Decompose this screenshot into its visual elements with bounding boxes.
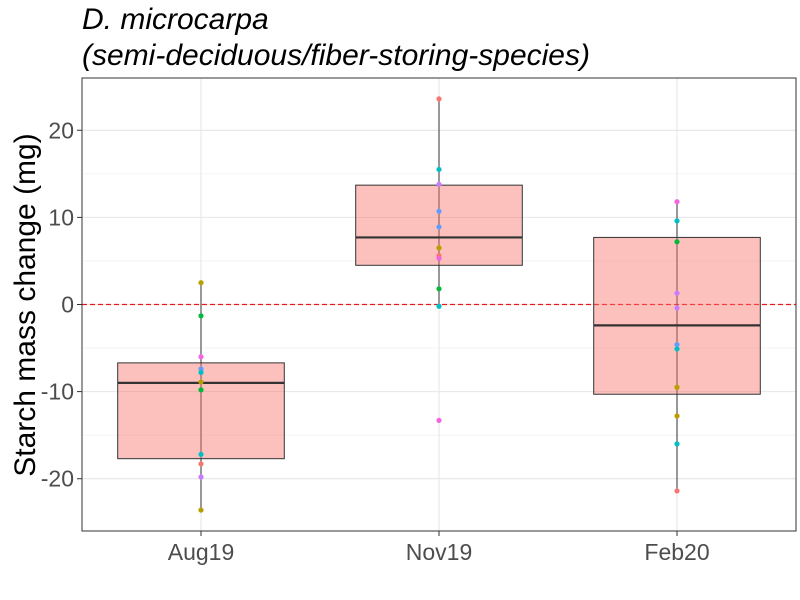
y-tick-label: 10: [48, 204, 74, 230]
data-point: [674, 346, 680, 352]
data-point: [674, 290, 680, 296]
data-point: [674, 341, 680, 348]
plot-area: -20 -10 0 10 20 Aug19 Nov19 Feb20: [41, 77, 797, 565]
data-point: [674, 218, 680, 224]
x-tick-label: Aug19: [168, 539, 235, 565]
x-tick-label: Feb20: [644, 539, 709, 565]
data-point: [674, 441, 680, 447]
y-tick-label: -10: [41, 379, 74, 405]
data-point: [436, 208, 442, 214]
data-point: [674, 413, 680, 419]
data-point: [436, 166, 442, 173]
x-tick-label: Nov19: [406, 539, 472, 565]
data-point: [436, 286, 442, 292]
data-point: [198, 280, 204, 286]
data-point: [198, 461, 204, 467]
data-point: [198, 451, 204, 457]
chart-title: D. microcarpa: [82, 3, 269, 36]
data-point: [198, 387, 204, 393]
data-point: [674, 488, 680, 494]
data-point: [436, 245, 442, 251]
chart-subtitle: (semi-deciduous/fiber-storing-species): [82, 39, 590, 72]
box: [593, 236, 761, 395]
data-point: [436, 181, 442, 187]
panel-border: [81, 77, 797, 532]
box: [117, 362, 285, 460]
y-tick-label: 0: [61, 292, 74, 318]
data-point: [198, 507, 204, 513]
data-point: [198, 474, 204, 480]
data-point: [436, 417, 442, 423]
data-point: [674, 239, 680, 245]
data-point: [674, 384, 680, 390]
data-point: [436, 224, 442, 230]
data-point: [436, 303, 442, 309]
data-point: [436, 255, 442, 261]
data-point: [198, 369, 204, 376]
data-point: [674, 305, 680, 311]
y-axis-label: Starch mass change (mg): [9, 133, 42, 476]
data-point: [436, 96, 442, 102]
data-point: [674, 199, 680, 205]
data-point: [198, 354, 204, 360]
y-tick-label: 20: [48, 117, 74, 143]
y-tick-label: -20: [41, 466, 74, 492]
data-point: [198, 313, 204, 319]
data-point: [198, 379, 204, 385]
